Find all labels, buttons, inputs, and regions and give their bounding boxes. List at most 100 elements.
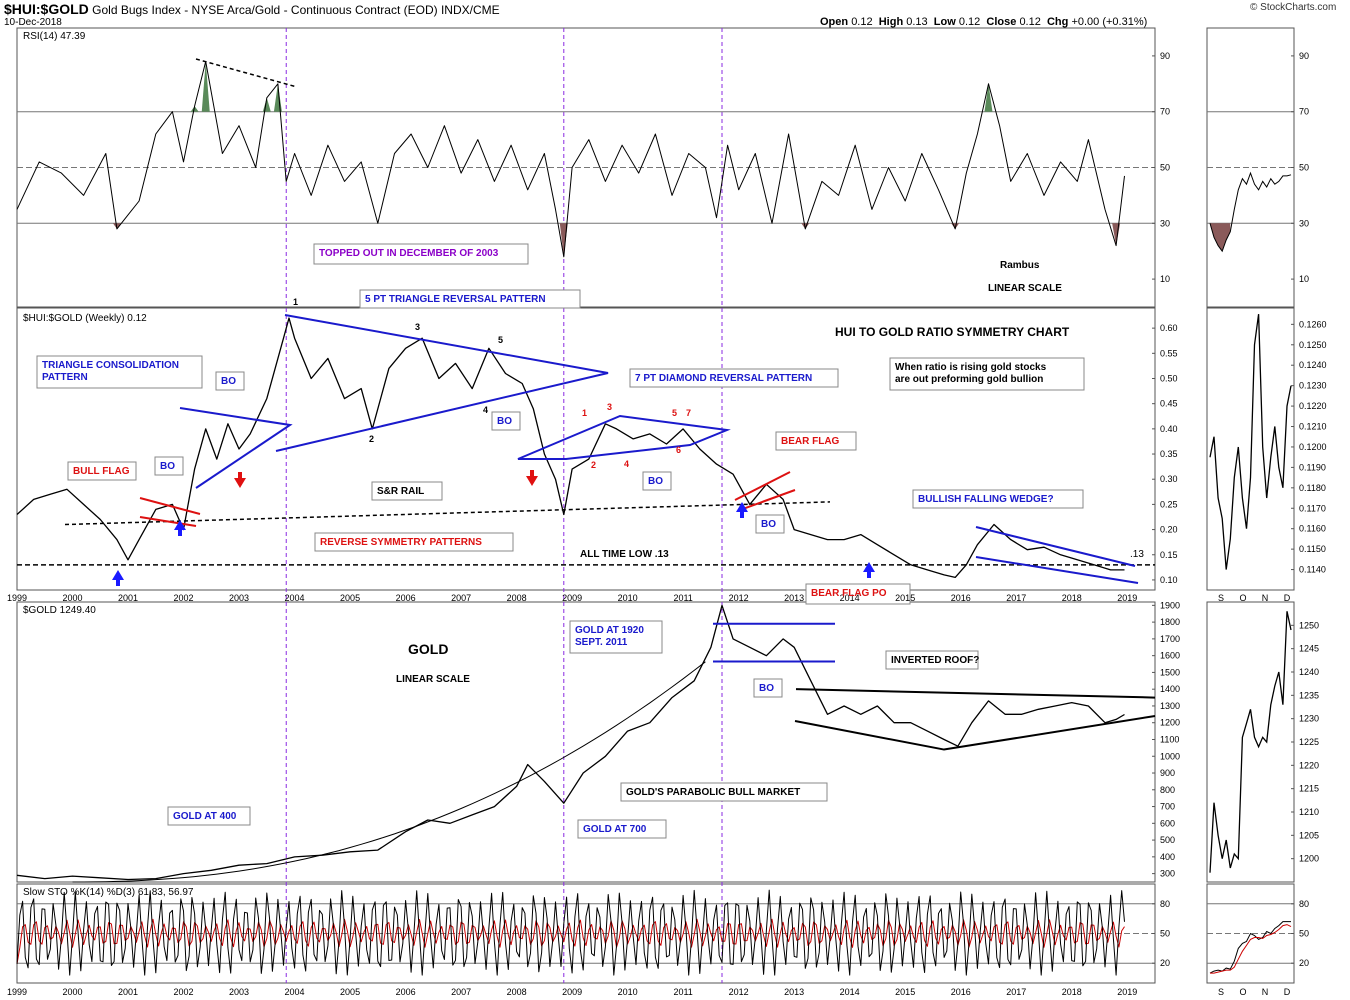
sto-zoom-x-tick-label: S xyxy=(1218,987,1224,997)
gold-y-tick-label: 1800 xyxy=(1160,617,1180,627)
ratio-zoom-line xyxy=(1209,314,1292,570)
gold-y-tick-label: 1700 xyxy=(1160,634,1180,644)
rsi-overbought-fill xyxy=(201,61,210,112)
sto-x-tick-label: 2004 xyxy=(285,987,305,997)
high-value: 0.13 xyxy=(906,16,928,28)
breakout-annotation-box xyxy=(215,371,245,391)
bear-flag-po-annotation-label: BEAR FLAG PO xyxy=(811,588,887,599)
sto-zoom-x-tick-label: N xyxy=(1262,987,1269,997)
topped-out-annotation-label: TOPPED OUT IN DECEMBER OF 2003 xyxy=(319,248,499,259)
gold-y-tick-label: 1400 xyxy=(1160,684,1180,694)
sto-k-line xyxy=(16,889,1125,976)
falling-wedge-annotation-label: BULLISH FALLING WEDGE? xyxy=(918,494,1054,505)
high-label: High xyxy=(878,16,904,28)
ratio-zoom-y-tick-label: 0.1220 xyxy=(1299,401,1327,411)
ratio-zoom-y-tick-label: 0.1160 xyxy=(1299,524,1326,534)
inverted-roof-top xyxy=(795,688,1156,699)
ratio-y-tick-label: 0.30 xyxy=(1160,474,1178,484)
ratio-zoom-x-tick-label: O xyxy=(1239,593,1246,603)
rsi-zoom-y-tick-label: 30 xyxy=(1299,218,1309,228)
chart-description: Gold Bugs Index - NYSE Arca/Gold - Conti… xyxy=(92,3,500,17)
panel-frame-ratio xyxy=(16,307,1156,591)
sto-x-tick-label: 2012 xyxy=(729,987,749,997)
ratio-zoom-y-tick-label: 0.1210 xyxy=(1299,422,1327,432)
five-pt-triangle-lines xyxy=(275,314,609,452)
ratio-x-tick-label: 2013 xyxy=(784,593,804,603)
diamond-annotation-box xyxy=(629,368,839,388)
pattern-point-label: 2 xyxy=(369,434,374,444)
chart-symbol: $HUI:$GOLD xyxy=(4,1,89,17)
pattern-point-label: 1 xyxy=(293,297,298,307)
bull-flag-lower xyxy=(139,516,197,527)
gold-zoom-y-tick-label: 1205 xyxy=(1299,830,1319,840)
rsi-zoom-oversold-fill xyxy=(1210,223,1231,252)
gold-1920-annotation-box xyxy=(569,620,663,654)
sto-title: Slow STO %K(14) %D(3) 61.83, 56.97 xyxy=(23,887,194,898)
ratio-y-tick-label: 0.50 xyxy=(1160,374,1178,384)
gold-y-tick-label: 1300 xyxy=(1160,701,1180,711)
gold-breakout-annotation-box xyxy=(753,678,783,698)
gold-700-annotation-label: GOLD AT 700 xyxy=(583,824,647,835)
zoom-frame-gold xyxy=(1206,601,1295,883)
chg-label: Chg xyxy=(1046,16,1069,28)
reverse-symmetry-annotation-box xyxy=(314,532,514,552)
rsi-line xyxy=(16,61,1125,258)
close-value: 0.12 xyxy=(1019,16,1041,28)
ratio-x-tick-label: 1999 xyxy=(7,593,27,603)
ratio-x-tick-label: 2002 xyxy=(174,593,194,603)
rsi-y-tick-label: 50 xyxy=(1160,163,1170,173)
parabolic-annotation-box xyxy=(620,782,828,802)
falling-wedge-upper xyxy=(975,526,1136,567)
sto-x-tick-label: 2005 xyxy=(340,987,360,997)
pattern-point-label: 4 xyxy=(483,405,488,415)
ratio-zoom-y-tick-label: 0.1140 xyxy=(1299,565,1326,575)
gold-y-tick-label: 900 xyxy=(1160,768,1175,778)
gold-zoom-y-tick-label: 1250 xyxy=(1299,620,1319,630)
ratio-line xyxy=(16,317,1125,579)
gold-line xyxy=(16,604,1125,881)
rsi-zoom-y-tick-label: 70 xyxy=(1299,107,1309,117)
rsi-zoom-y-tick-label: 90 xyxy=(1299,51,1309,61)
gold-zoom-y-tick-label: 1240 xyxy=(1299,667,1319,677)
ratio-x-tick-label: 2006 xyxy=(396,593,416,603)
ratio-x-tick-label: 2011 xyxy=(673,593,692,603)
sto-y-tick-label: 80 xyxy=(1160,899,1170,909)
ratio-zoom-y-tick-label: 0.1260 xyxy=(1299,319,1327,329)
ohlc-readout: Open 0.12 High 0.13 Low 0.12 Close 0.12 … xyxy=(820,16,1147,28)
sto-x-tick-label: 2002 xyxy=(174,987,194,997)
breakout-annotation-label: BO xyxy=(221,376,236,387)
sto-x-tick-label: 2008 xyxy=(507,987,527,997)
gold-y-tick-label: 1600 xyxy=(1160,651,1180,661)
sto-x-tick-label: 2017 xyxy=(1006,987,1026,997)
sto-x-tick-label: 2006 xyxy=(396,987,416,997)
ratio-x-tick-label: 2009 xyxy=(562,593,582,603)
inverted-roof-annotation-box xyxy=(885,650,979,670)
sto-x-tick-label: 2001 xyxy=(118,987,138,997)
sto-x-tick-label: 2003 xyxy=(229,987,249,997)
gold-y-tick-label: 1900 xyxy=(1160,600,1180,610)
sto-y-tick-label: 50 xyxy=(1160,929,1170,939)
sto-zoom-x-tick-label: O xyxy=(1239,987,1246,997)
pattern-point-label: 2 xyxy=(591,460,596,470)
breakout-annotation-label: BO xyxy=(160,461,175,472)
sto-zoom-y-tick-label: 50 xyxy=(1299,929,1309,939)
rsi-overbought-fill xyxy=(984,83,993,112)
sr-rail-line xyxy=(64,501,831,526)
sto-zoom-k-line xyxy=(1209,921,1291,974)
ratio-zoom-x-tick-label: N xyxy=(1262,593,1269,603)
ratio-x-tick-label: 2014 xyxy=(840,593,860,603)
reverse-symmetry-annotation-label: REVERSE SYMMETRY PATTERNS xyxy=(320,537,482,548)
chg-value: +0.00 (+0.31%) xyxy=(1071,16,1148,28)
ratio-y-tick-label: 0.45 xyxy=(1160,399,1178,409)
ratio-y-tick-label: 0.15 xyxy=(1160,550,1178,560)
gold-y-tick-label: 500 xyxy=(1160,835,1175,845)
ratio-x-tick-label: 2019 xyxy=(1117,593,1137,603)
ratio-x-tick-label: 2016 xyxy=(951,593,971,603)
sto-zoom-y-tick-label: 80 xyxy=(1299,899,1309,909)
rsi-y-tick-label: 70 xyxy=(1160,107,1170,117)
sto-x-tick-label: 2011 xyxy=(673,987,692,997)
ratio-last-value-label: .13 xyxy=(1130,549,1144,560)
all-time-low-label: ALL TIME LOW .13 xyxy=(580,549,669,560)
blue-up-arrow xyxy=(174,520,186,536)
bull-flag-upper xyxy=(139,497,201,515)
